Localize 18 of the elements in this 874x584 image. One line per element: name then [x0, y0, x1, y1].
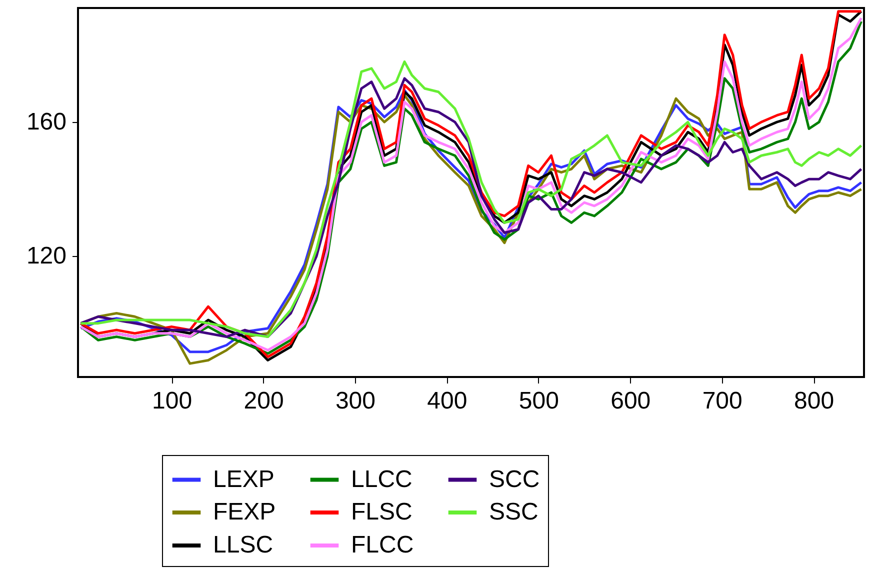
legend-label: FLCC	[351, 532, 414, 558]
legend-label: LLSC	[213, 532, 274, 558]
legend-label: SSC	[489, 498, 538, 526]
legend-label: SCC	[489, 466, 540, 493]
y-tick-label: 160	[26, 108, 66, 136]
x-tick-label: 300	[335, 388, 376, 414]
legend-label: LLCC	[351, 466, 412, 493]
y-tick-label: 120	[26, 242, 66, 270]
x-tick-label: 400	[427, 388, 468, 414]
x-tick-label: 700	[702, 388, 742, 414]
x-tick-label: 800	[794, 388, 834, 414]
legend-label: LEXP	[213, 466, 274, 493]
legend-label: FEXP	[213, 498, 276, 526]
x-tick-label: 600	[610, 388, 651, 414]
x-tick-label: 100	[152, 388, 192, 414]
x-tick-label: 500	[518, 388, 559, 414]
x-tick-label: 200	[244, 388, 284, 414]
legend-label: FLSC	[351, 498, 412, 526]
